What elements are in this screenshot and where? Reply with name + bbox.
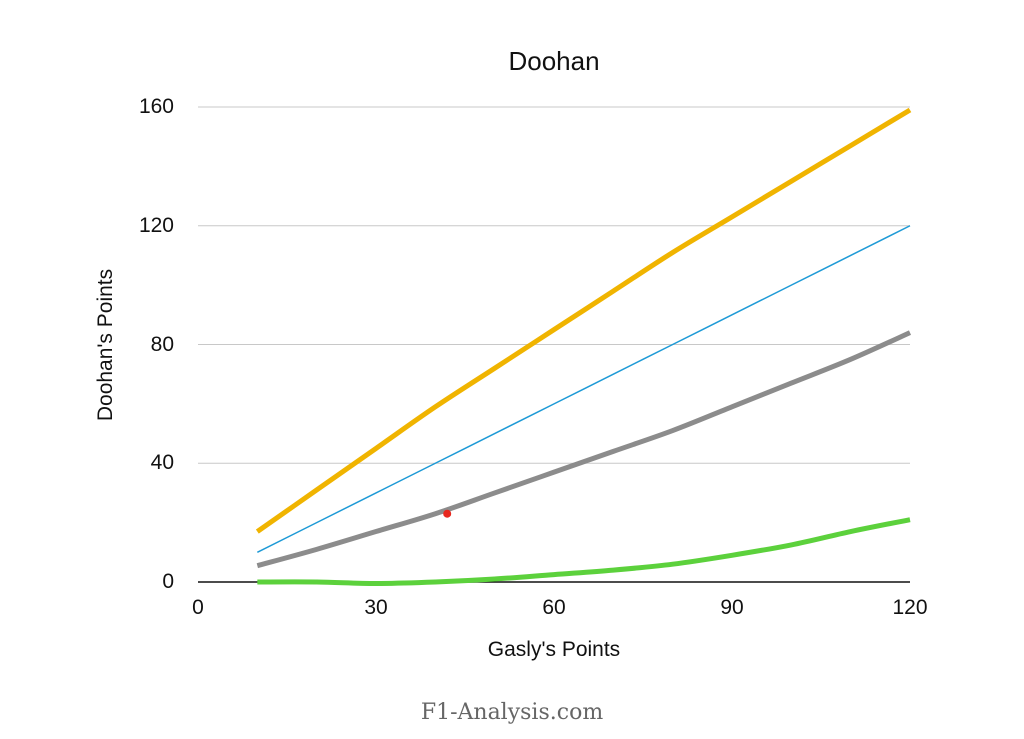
x-axis-label: Gasly's Points	[487, 638, 621, 661]
y-tick-label: 160	[138, 95, 174, 118]
y-tick-label: 120	[138, 213, 174, 237]
y-tick-label: 0	[162, 570, 174, 593]
x-tick-label: 120	[892, 596, 928, 619]
series-line-parity	[256, 225, 911, 553]
series-line-upper	[255, 107, 912, 534]
chart-title: Doohan	[508, 46, 600, 76]
series-line-lower	[257, 517, 911, 586]
watermark: F1-Analysis.com	[420, 700, 604, 725]
data-point-actual	[443, 509, 452, 518]
x-tick-label: 90	[720, 596, 744, 619]
x-tick-label: 0	[192, 596, 204, 619]
y-tick-label: 80	[150, 332, 174, 356]
y-tick-label: 40	[150, 451, 174, 475]
series-line-central	[256, 330, 912, 569]
x-tick-label: 30	[364, 596, 388, 619]
x-tick-label: 60	[542, 596, 566, 619]
